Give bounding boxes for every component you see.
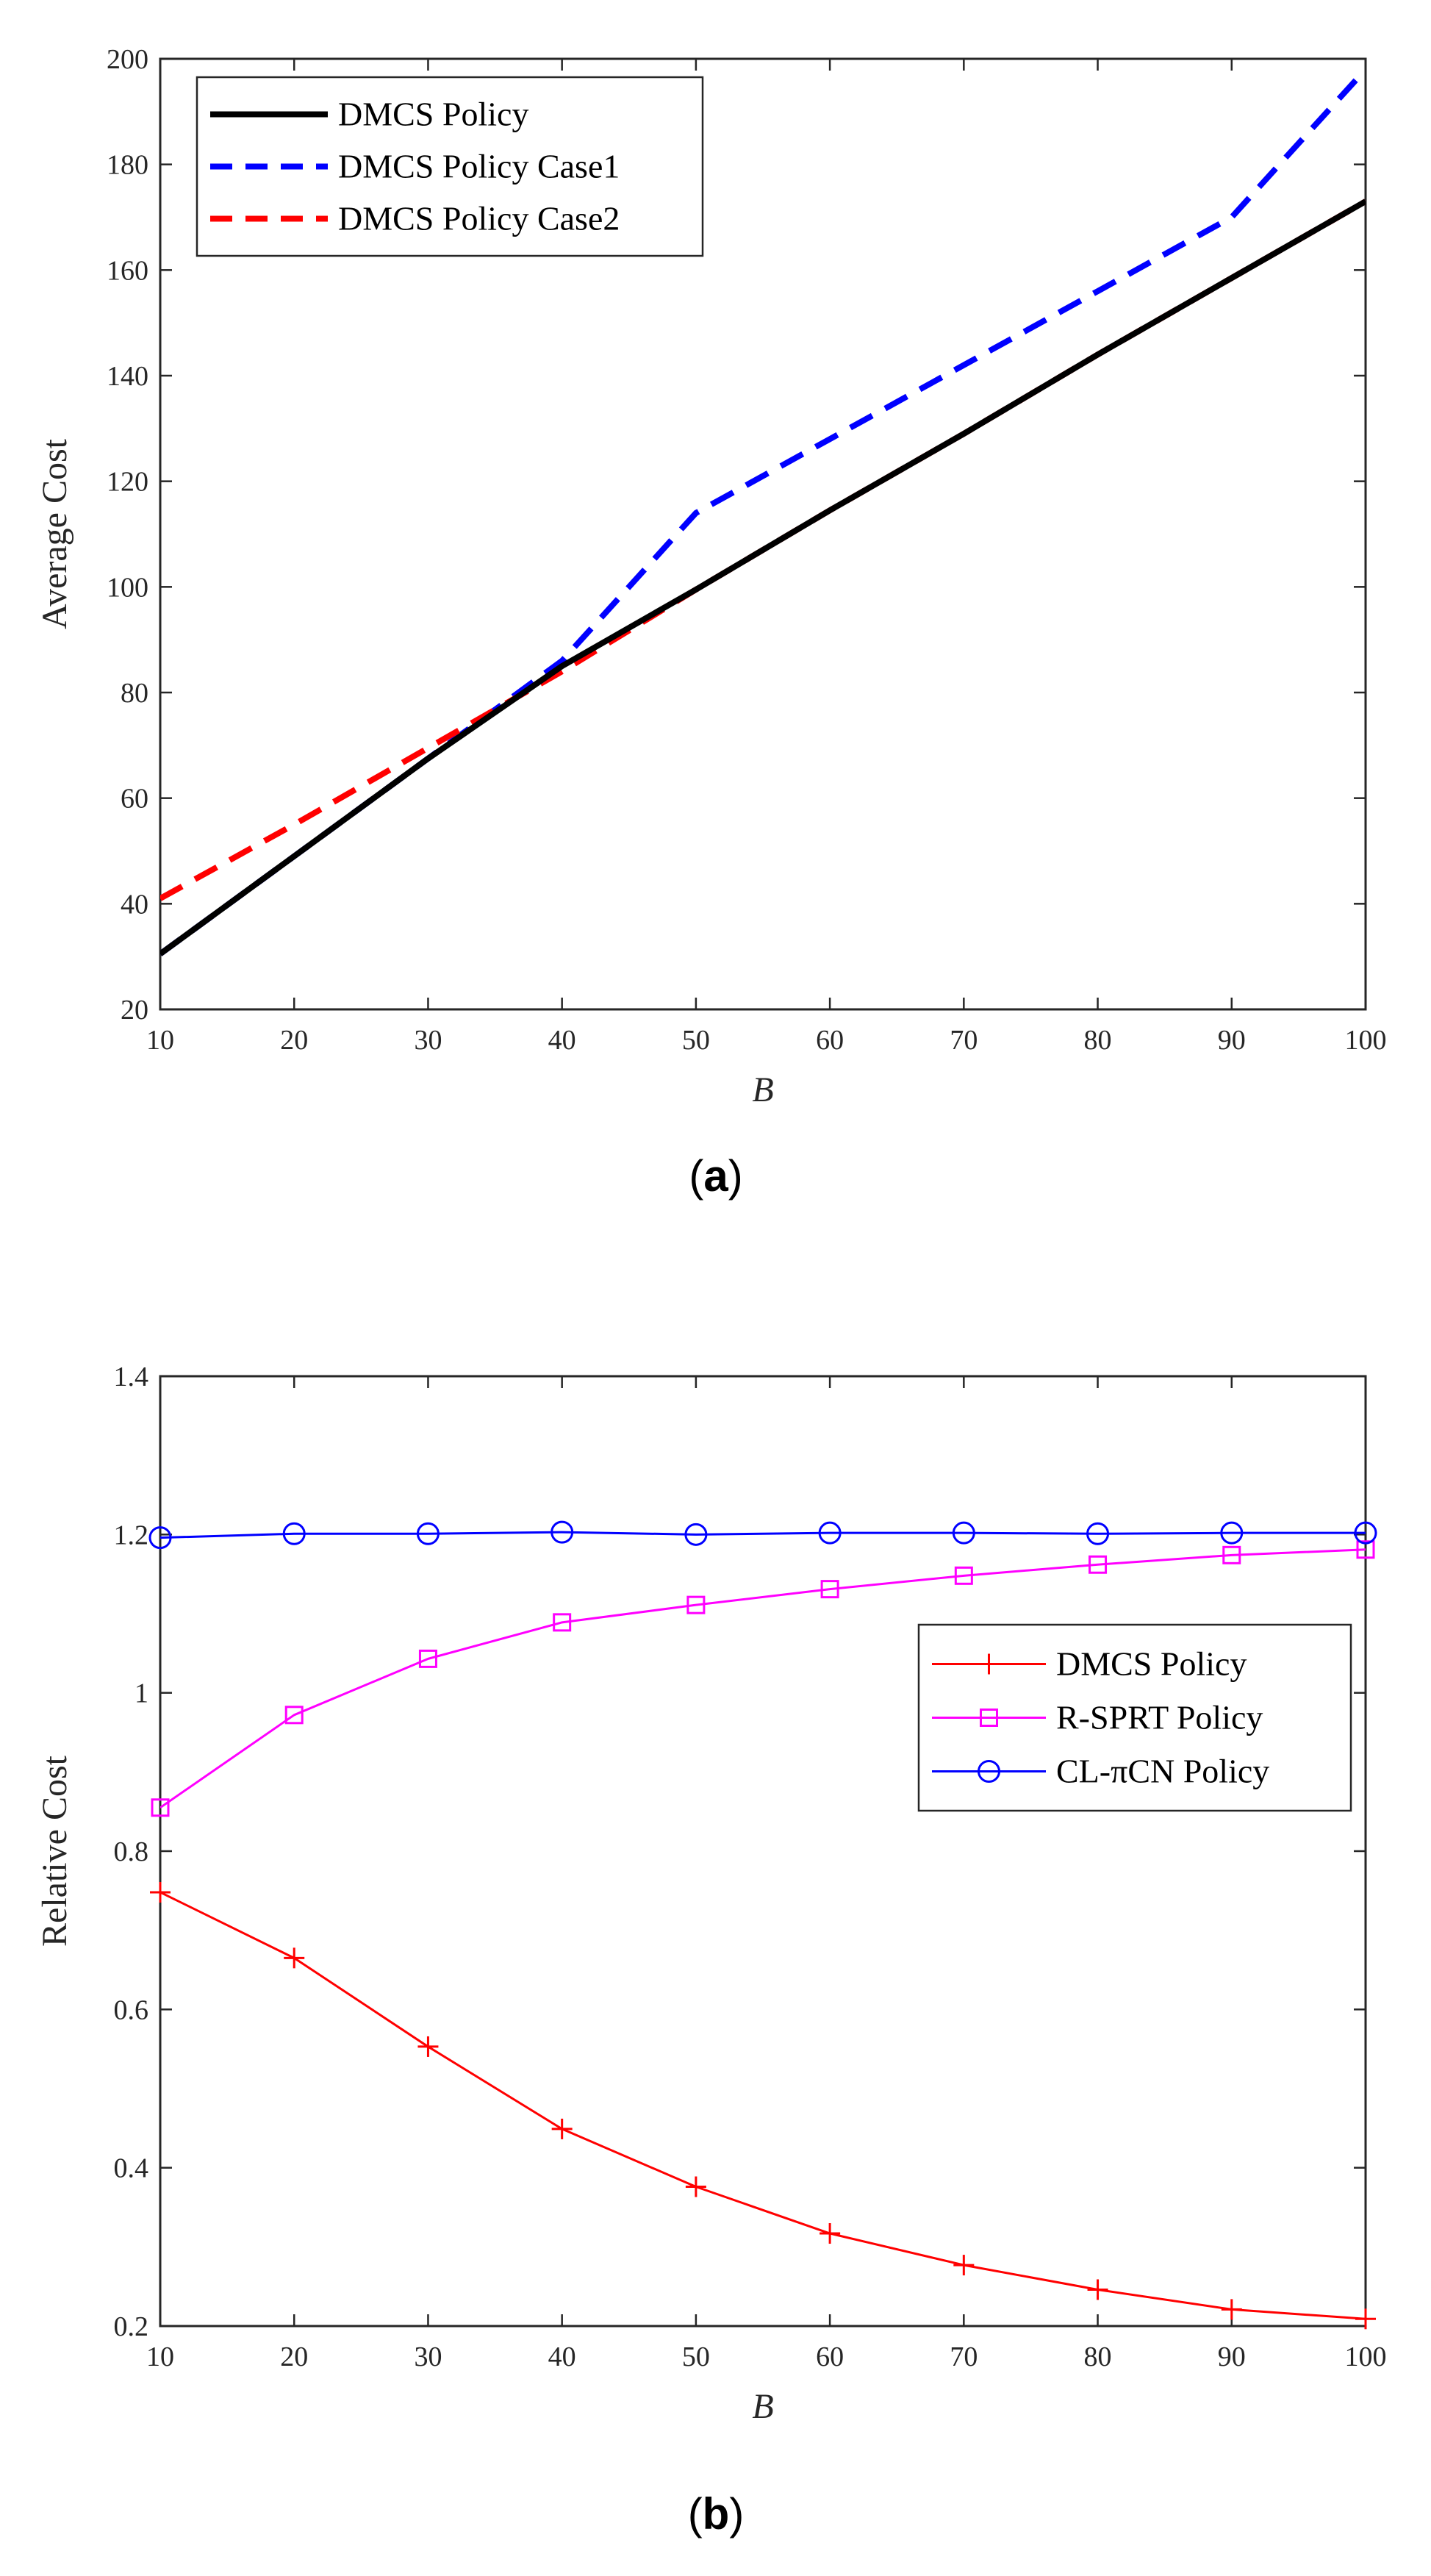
panel-a-y-tick-label: 120 [107,467,148,498]
panel-b-data-point-r-sprt-policy [1222,1545,1241,1564]
panel-a-x-axis-label: B [752,1070,773,1109]
panel-b-data-point-cl-cn-policy [684,1523,708,1546]
panel-a-x-tick-label: 10 [146,1025,174,1056]
panel-a-y-tick-label: 200 [107,44,148,75]
panel-a-x-tick-label: 100 [1345,1025,1387,1056]
panel-b-caption: (b) [688,2489,745,2539]
panel-b-caption-close: ) [729,2489,744,2539]
panel-a-caption-open: ( [689,1151,703,1201]
panel-b-data-point-r-sprt-policy [1089,1555,1108,1574]
panel-b-x-tick-label: 90 [1218,2341,1246,2372]
panel-b-x-tick-label: 30 [414,2341,442,2372]
panel-b-x-tick-label: 70 [950,2341,978,2372]
panel-b-y-tick-label: 0.8 [114,1836,149,1867]
panel-a-x-tick-label: 40 [548,1025,576,1056]
panel-a-legend: DMCS Policy DMCS Policy Case1 DMCS Policy … [196,76,704,257]
panel-b-x-tick-label: 80 [1084,2341,1112,2372]
panel-b-legend-label-dmcs-policy: DMCS Policy [1056,1645,1247,1683]
panel-a-y-tick-label: 20 [121,995,148,1026]
panel-a-caption: (a) [689,1151,742,1201]
panel-b-data-point-dmcs-policy [284,1947,305,1969]
panel-b-data-point-cl-cn-policy [148,1526,172,1550]
panel-b-legend-marker-cl-cn-policy [978,1760,1000,1783]
panel-a-y-tick-label: 100 [107,572,148,603]
panel-a-series-line-dmcs-policy [160,198,1366,956]
panel-b-data-point-cl-cn-policy [550,1520,574,1544]
panel-b-y-tick-label: 1.4 [114,1362,149,1392]
panel-b-data-point-r-sprt-policy [686,1595,706,1614]
panel-b-data-point-r-sprt-policy [553,1613,572,1632]
panel-b-data-point-cl-cn-policy [1086,1522,1110,1545]
panel-b-data-point-dmcs-policy [1355,2308,1376,2330]
panel-a-x-tick-label: 70 [950,1025,978,1056]
panel-b-legend-marker-r-sprt-policy [980,1709,998,1727]
panel-b-y-tick-label: 0.6 [114,1994,149,2025]
panel-b-data-point-r-sprt-policy [284,1706,304,1725]
panel-a-y-tick-label: 180 [107,150,148,181]
panel-a-y-tick-label: 80 [121,678,148,709]
panel-b-x-tick-label: 50 [682,2341,710,2372]
panel-b-x-tick-label: 100 [1345,2341,1387,2372]
panel-b-data-point-dmcs-policy [953,2255,975,2276]
panel-b-data-point-cl-cn-policy [818,1521,842,1545]
panel-a-y-tick-label: 160 [107,255,148,286]
panel-b-data-point-cl-cn-policy [1354,1521,1377,1545]
panel-b-x-tick-label: 60 [816,2341,844,2372]
panel-a-caption-letter: a [703,1151,728,1201]
panel-a-y-tick-label: 40 [121,889,148,920]
panel-b-data-point-dmcs-policy [1087,2279,1108,2300]
panel-b-data-point-r-sprt-policy [1356,1540,1375,1559]
panel-b-data-point-r-sprt-policy [820,1580,839,1599]
panel-b-data-point-cl-cn-policy [416,1522,440,1545]
panel-a-x-tick-label: 80 [1084,1025,1112,1056]
panel-a-caption-close: ) [728,1151,743,1201]
panel-b-data-point-r-sprt-policy [418,1649,437,1668]
panel-a-average-cost-chart: 10 20 30 40 50 60 70 80 90 1002040608010012014016… [35,44,1387,1201]
panel-b-x-tick-label: 10 [146,2341,174,2372]
panel-b-caption-letter: b [703,2489,730,2539]
panel-b-plot-frame [159,1375,1367,2328]
panel-b-data-point-dmcs-policy [417,2036,439,2057]
panel-b-data-point-cl-cn-policy [1220,1521,1244,1545]
panel-a-legend-label-dmcs-policy-case1: DMCS Policy Case1 [338,148,620,185]
panel-b-relative-cost-chart: 10 20 30 40 50 60 70 80 90 100 0.2 0.4 0.6 0.8 1 1.2 1.4… [35,1362,1387,2539]
panel-b-data-point-dmcs-policy [685,2176,706,2197]
panel-b-data-point-dmcs-policy [1221,2299,1242,2320]
panel-a-y-tick-label: 60 [121,784,148,815]
panel-b-x-tick-label: 20 [280,2341,308,2372]
panel-a-x-tick-label: 90 [1218,1025,1246,1056]
panel-a-legend-label-dmcs-policy-case2: DMCS Policy Case2 [338,200,620,237]
panel-b-data-point-dmcs-policy [551,2118,573,2139]
panel-b-y-tick-label: 1 [135,1678,148,1709]
panel-b-x-axis-label: B [752,2387,773,2426]
panel-a-x-tick-label: 60 [816,1025,844,1056]
panel-b-y-tick-label: 0.2 [114,2311,149,2342]
panel-b-series-line-dmcs-policy [160,1891,1366,2320]
panel-a-x-tick-label: 50 [682,1025,710,1056]
panel-b-data-point-cl-cn-policy [952,1521,975,1545]
panel-b-data-point-r-sprt-policy [954,1566,973,1585]
panel-a-x-tick-label: 20 [280,1025,308,1056]
panel-b-legend-label-r-sprt-policy: R-SPRT Policy [1056,1699,1263,1736]
panel-b-series-line-cl-cn-policy [160,1531,1366,1539]
panel-b-x-tick-label: 40 [548,2341,576,2372]
panel-b-data-point-cl-cn-policy [282,1522,306,1545]
panel-b-y-tick-label: 1.2 [114,1520,149,1550]
panel-a-x-tick-label: 30 [414,1025,442,1056]
panel-a-y-tick-label: 140 [107,361,148,392]
panel-b-legend-label-cl-cn-policy: CL-πCN Policy [1056,1753,1269,1790]
panel-b-data-point-dmcs-policy [150,1881,171,1903]
panel-b-series-line-r-sprt-policy [160,1548,1366,1809]
panel-a-legend-label-dmcs-policy: DMCS Policy [338,96,528,133]
panel-b-data-point-dmcs-policy [819,2223,841,2244]
panel-b-legend-marker-dmcs-policy [978,1653,1000,1675]
panel-b-y-axis-label: Relative Cost [35,1755,74,1947]
panel-b-legend: DMCS Policy R-SPRT Policy CL-πCN Policy [917,1623,1352,1812]
panel-a-y-axis-label: Average Cost [35,438,74,629]
panel-b-caption-open: ( [688,2489,703,2539]
panel-b-data-point-r-sprt-policy [151,1798,170,1817]
panel-b-y-tick-label: 0.4 [114,2153,149,2184]
